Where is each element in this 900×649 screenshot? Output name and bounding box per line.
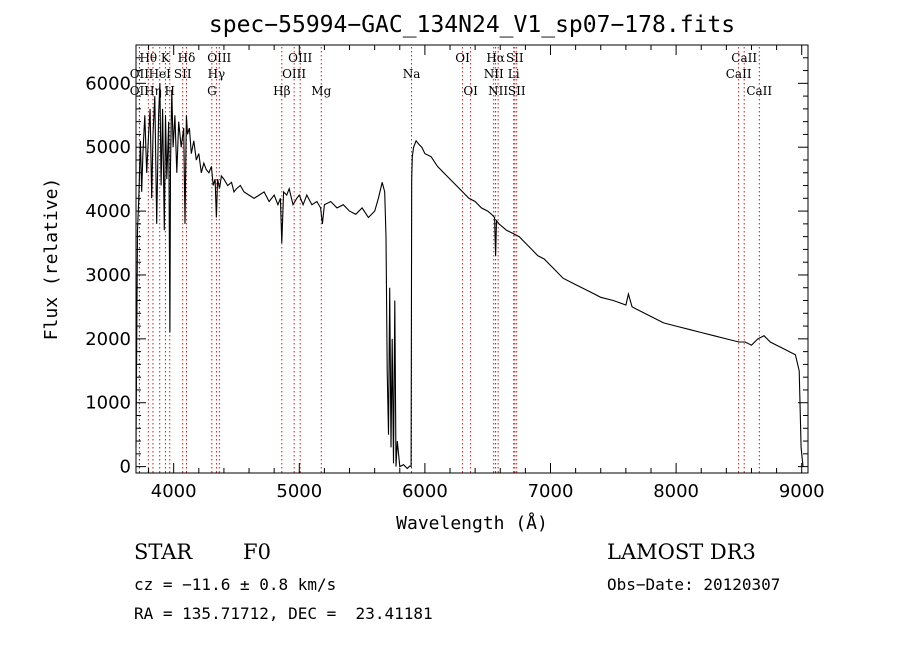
x-axis-label: Wavelength (Å) [396,512,548,534]
y-tick-label: 5000 [85,137,131,158]
spectral-line-label: Hθ [139,51,157,65]
y-tick-label: 4000 [85,201,131,222]
object-class: STAR [134,540,193,564]
y-tick-label: 0 [120,457,131,478]
spectral-line-label: Hβ [273,84,290,98]
survey-name: LAMOST DR3 [607,540,756,564]
x-tick-label: 6000 [402,481,448,502]
y-tick-label: 6000 [85,73,131,94]
y-tick-label: 2000 [85,329,131,350]
x-tick-label: 5000 [276,481,322,502]
spectral-line-label: OIII [288,51,312,65]
spectral-line-label: G [207,84,217,98]
x-tick-label: 9000 [779,481,825,502]
spectral-line-label: OI [463,84,478,98]
spectral-line-label: CaII [746,84,772,98]
spectral-line-label: HeI [149,67,172,81]
x-axis: 4000 5000 6000 7000 8000 9000 [148,45,825,502]
spectral-line-label: Mg [311,84,331,98]
spectral-line-label: CaII [731,51,757,65]
spectral-line-label: OI [455,51,470,65]
spectral-line-label: CaII [726,67,752,81]
object-subclass: F0 [243,540,271,564]
spectrum-line [135,83,804,470]
x-tick-label: 8000 [653,481,699,502]
chart-title: spec−55994−GAC_134N24_V1_sp07−178.fits [209,12,735,38]
spectral-line-label: OII [130,84,150,98]
spectral-line-label: OII [130,67,150,81]
x-tick-label: 7000 [528,481,574,502]
x-tick-label: 4000 [151,481,197,502]
spectral-line-label: Hα [486,51,505,65]
spectral-line-label: Li [508,67,520,81]
spectral-line-label: OIII [207,51,231,65]
coordinates-text: RA = 135.71712, DEC = 23.41181 [134,604,433,623]
spectral-line-label: K [161,51,171,65]
y-axis: 0 1000 2000 3000 4000 5000 6000 [85,57,808,478]
spectral-line-label: NII [484,67,504,81]
spectral-line-label: Na [403,67,421,81]
redshift-text: cz = −11.6 ± 0.8 km/s [134,575,337,594]
plot-frame [135,44,809,474]
spectral-line-label: SII [174,67,192,81]
spectral-line-label: NII [488,84,508,98]
observation-date: Obs−Date: 20120307 [607,575,781,594]
spectral-line-label: H [165,84,175,98]
spectral-line-label: SII [506,51,524,65]
spectral-line-label: Hδ [178,51,196,65]
spectral-line-label: OIII [282,67,306,81]
spectral-line-label: Hη [144,84,162,98]
spectral-line-label: SII [508,84,526,98]
y-axis-label: Flux (relative) [41,178,62,341]
y-tick-label: 3000 [85,265,131,286]
y-tick-label: 1000 [85,393,131,414]
spectral-line-label: Hγ [208,67,226,81]
